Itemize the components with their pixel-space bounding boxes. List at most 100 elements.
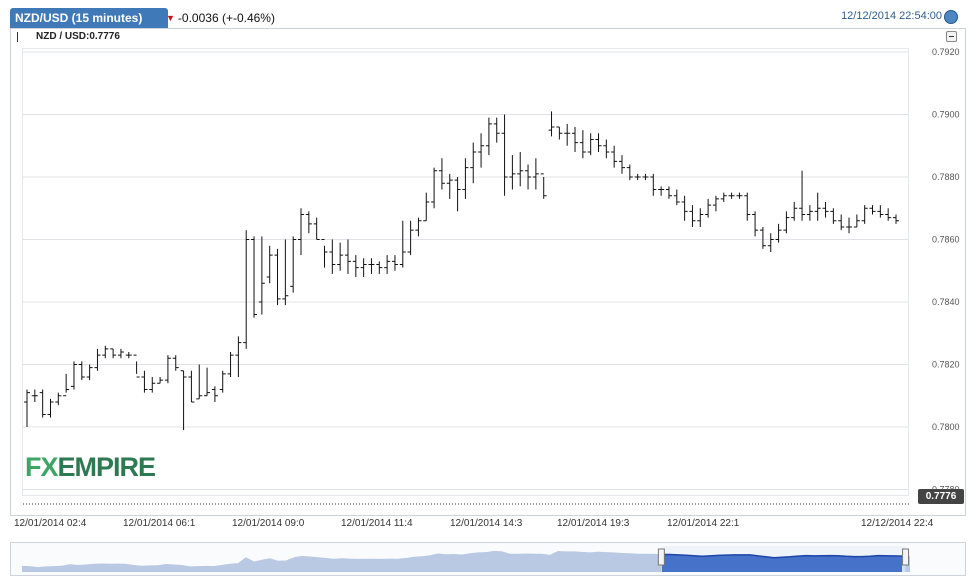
ohlc-bar [352,255,359,277]
ohlc-bar [172,355,179,371]
y-tick-label: 0.7800 [932,422,960,432]
ohlc-bar [368,258,375,274]
ohlc-bar [478,133,485,168]
ohlc-bar [814,192,821,221]
ohlc-bar [70,361,77,390]
ohlc-bar [227,352,234,377]
ohlc-bar [39,389,46,418]
ohlc-bar [556,126,563,140]
ohlc-bar [86,364,93,381]
ohlc-bar [853,214,860,228]
chart-panel [10,28,966,516]
ohlc-bar [391,255,398,271]
navigator-area-selected [662,554,902,572]
x-tick-label: 12/01/2014 06:1 [123,518,196,529]
ohlc-bar [673,189,680,206]
ohlc-bar [618,155,625,174]
ohlc-bar [603,139,610,159]
ohlc-bar [149,377,156,393]
navigator-handle-right[interactable] [902,548,910,566]
ohlc-bar [125,352,132,359]
symbol-tab[interactable]: NZD/USD (15 minutes) [10,8,168,28]
ohlc-bar [830,208,837,224]
x-tick-label: 12/01/2014 19:3 [557,518,630,529]
ohlc-bar [94,348,101,371]
ohlc-indicator-icon [17,32,24,42]
y-tick-label: 0.7840 [932,297,960,307]
ohlc-bar [305,211,312,234]
ohlc-bar [728,192,735,199]
ohlc-bar [611,145,618,168]
ohlc-bar [31,389,38,402]
ohlc-bar [587,133,594,156]
ohlc-bar [885,208,892,221]
ohlc-bar [697,208,704,227]
ohlc-bar [431,167,438,209]
ohlc-bar [376,261,383,274]
x-tick-label: 12/01/2014 11:4 [341,518,413,529]
x-tick-label: 12/01/2014 14:3 [450,518,523,529]
ohlc-bar [462,158,469,199]
ohlc-bar [337,242,344,271]
ohlc-bar [63,373,70,397]
ohlc-bar [532,158,539,190]
last-price-badge: 0.7776 [918,489,964,504]
ohlc-bar [861,205,868,224]
navigator-handle-left[interactable] [657,548,665,566]
ohlc-bar [720,192,727,202]
ohlc-bar [485,117,492,156]
ohlc-bar [705,198,712,218]
ohlc-bar [642,173,649,181]
ohlc-bar [243,230,250,349]
ohlc-bar [712,195,719,212]
minus-icon[interactable] [946,31,957,42]
fxempire-logo: FXEMPIRE [25,452,156,482]
ohlc-bar [564,123,571,146]
ohlc-bar [360,258,367,277]
ohlc-bar [681,195,688,221]
ohlc-bar [548,111,555,137]
ohlc-bar [321,239,328,268]
ohlc-bar [744,192,751,221]
ohlc-bar [344,239,351,274]
ohlc-bar [196,364,203,400]
ohlc-bar [517,152,524,187]
ohlc-bar [157,377,164,384]
ohlc-bar [572,127,579,152]
clock-icon[interactable] [944,10,958,24]
ohlc-bar [650,173,657,196]
ohlc-bar [438,158,445,190]
ohlc-bar [55,392,62,406]
ohlc-bar [24,389,30,427]
x-tick-label: 12/12/2014 22:4 [861,518,934,529]
ohlc-bar [423,192,430,222]
ohlc-bar [525,164,532,190]
ohlc-bar [47,398,54,418]
ohlc-bar [595,133,602,152]
ohlc-bar [665,186,672,199]
ohlc-bar [626,164,633,181]
ohlc-bar [282,239,289,306]
ohlc-bar [313,217,320,240]
chart-subtitle: NZD / USD:0.7776 [36,31,120,42]
y-tick-label: 0.7920 [932,47,960,57]
ohlc-bar [759,227,766,249]
ohlc-bar [893,214,899,224]
ohlc-bar [767,233,774,252]
ohlc-bar [846,217,853,234]
ohlc-bar [399,220,406,268]
ohlc-bar [258,236,265,315]
ohlc-bar [204,367,211,397]
x-tick-label: 12/01/2014 22:1 [667,518,740,529]
ohlc-bar [869,205,876,215]
ohlc-bar [454,177,461,212]
down-triangle-icon: ▼ [166,13,175,23]
y-tick-label: 0.7880 [932,172,960,182]
ohlc-bar [384,255,391,274]
ohlc-bar [470,142,477,184]
x-tick-label: 12/01/2014 02:4 [14,518,87,529]
y-tick-label: 0.7900 [932,110,960,120]
ohlc-bar [188,370,195,403]
ohlc-bar [180,370,187,431]
